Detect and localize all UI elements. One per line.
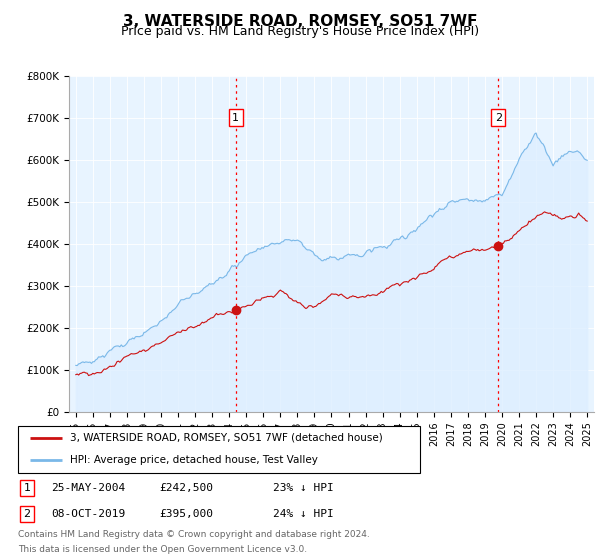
Text: 24% ↓ HPI: 24% ↓ HPI: [273, 509, 334, 519]
Text: 3, WATERSIDE ROAD, ROMSEY, SO51 7WF: 3, WATERSIDE ROAD, ROMSEY, SO51 7WF: [123, 14, 477, 29]
Text: 08-OCT-2019: 08-OCT-2019: [51, 509, 125, 519]
Text: Price paid vs. HM Land Registry's House Price Index (HPI): Price paid vs. HM Land Registry's House …: [121, 25, 479, 38]
Text: 2: 2: [23, 509, 31, 519]
Text: 1: 1: [23, 483, 31, 493]
Text: Contains HM Land Registry data © Crown copyright and database right 2024.: Contains HM Land Registry data © Crown c…: [18, 530, 370, 539]
Text: HPI: Average price, detached house, Test Valley: HPI: Average price, detached house, Test…: [70, 455, 318, 465]
Text: 23% ↓ HPI: 23% ↓ HPI: [273, 483, 334, 493]
Text: 2: 2: [494, 113, 502, 123]
Text: 3, WATERSIDE ROAD, ROMSEY, SO51 7WF (detached house): 3, WATERSIDE ROAD, ROMSEY, SO51 7WF (det…: [70, 432, 383, 442]
Text: £242,500: £242,500: [159, 483, 213, 493]
Text: 1: 1: [232, 113, 239, 123]
Text: £395,000: £395,000: [159, 509, 213, 519]
Text: 25-MAY-2004: 25-MAY-2004: [51, 483, 125, 493]
Text: This data is licensed under the Open Government Licence v3.0.: This data is licensed under the Open Gov…: [18, 545, 307, 554]
